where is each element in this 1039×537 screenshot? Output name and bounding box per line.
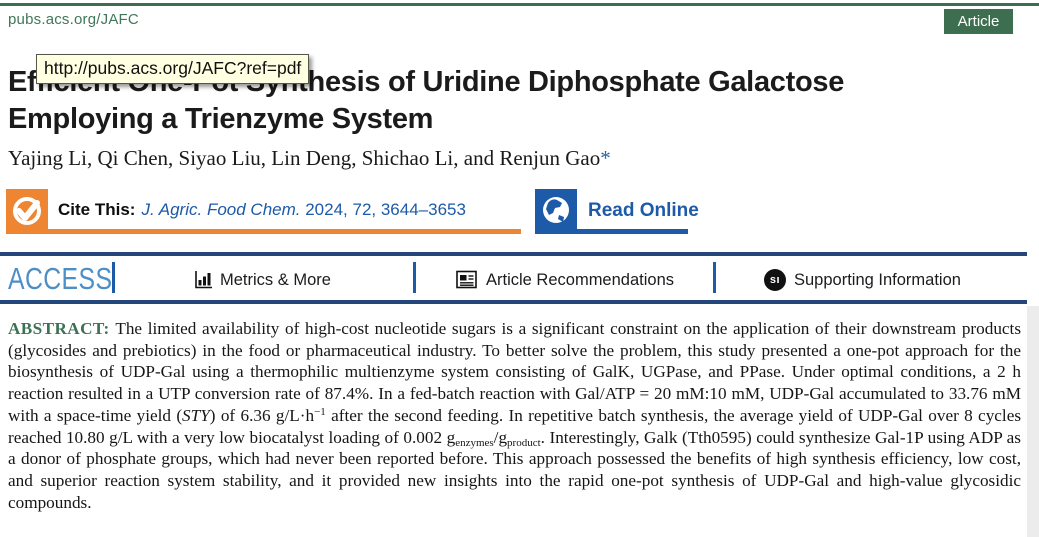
bar-chart-icon xyxy=(193,269,214,295)
access-button[interactable]: ACCESS xyxy=(8,261,113,296)
abstract-segment: after the second feeding. In repetitive … xyxy=(8,405,1022,447)
top-green-rule xyxy=(0,3,1039,6)
access-divider xyxy=(112,262,115,293)
url-tooltip: http://pubs.acs.org/JAFC?ref=pdf xyxy=(36,54,310,84)
abstract-superscript: −1 xyxy=(314,405,326,418)
abstract-segment: ) of 6.36 g/L·h xyxy=(209,405,315,425)
access-divider xyxy=(713,262,716,293)
author-list: Yajing Li, Qi Chen, Siyao Liu, Lin Deng,… xyxy=(8,146,611,171)
navy-rule-top xyxy=(0,252,1027,256)
metrics-more-button[interactable]: Metrics & More xyxy=(220,271,331,289)
abstract-text: ABSTRACT: The limited availability of hi… xyxy=(8,318,1021,513)
abstract-subscript-product: product xyxy=(507,436,541,449)
citation-line: Cite This: J. Agric. Food Chem. 2024, 72,… xyxy=(58,200,466,220)
journal-site-link[interactable]: pubs.acs.org/JAFC xyxy=(8,11,139,28)
article-type-badge: Article xyxy=(944,9,1013,34)
read-online-button[interactable]: Read Online xyxy=(588,200,699,221)
access-divider xyxy=(413,262,416,293)
supporting-information-button[interactable]: Supporting Information xyxy=(794,271,961,289)
article-title: Efficient One-Pot Synthesis of Uridine D… xyxy=(8,66,845,135)
abstract-heading: ABSTRACT: xyxy=(8,319,110,338)
abstract-subscript-enzymes: enzymes xyxy=(455,436,494,449)
corresponding-author-mark[interactable]: * xyxy=(600,146,611,170)
cite-orange-underline xyxy=(6,229,521,234)
article-recommendations-button[interactable]: Article Recommendations xyxy=(486,271,674,289)
citation-journal[interactable]: J. Agric. Food Chem. xyxy=(141,200,301,219)
cite-this-label: Cite This: xyxy=(58,200,136,219)
author-names: Yajing Li, Qi Chen, Siyao Liu, Lin Deng,… xyxy=(8,146,601,170)
abstract-segment: /g xyxy=(493,427,508,447)
si-circle-icon: sı xyxy=(764,269,786,291)
abstract-segment: The limited availability of high-cost nu… xyxy=(8,319,1022,425)
checkmark-circle-icon xyxy=(6,189,48,231)
article-recommendations-icon xyxy=(455,269,479,295)
abstract-segment: . Interestingly, Galk (Tth0595) could sy… xyxy=(8,427,1021,512)
read-online-underline xyxy=(535,229,688,234)
globe-icon[interactable] xyxy=(535,189,577,231)
navy-rule-bottom xyxy=(0,300,1027,304)
abstract-sty-italic: STY xyxy=(182,405,210,425)
citation-detail[interactable]: 2024, 72, 3644–3653 xyxy=(300,200,466,219)
page-edge-background xyxy=(1027,306,1039,537)
